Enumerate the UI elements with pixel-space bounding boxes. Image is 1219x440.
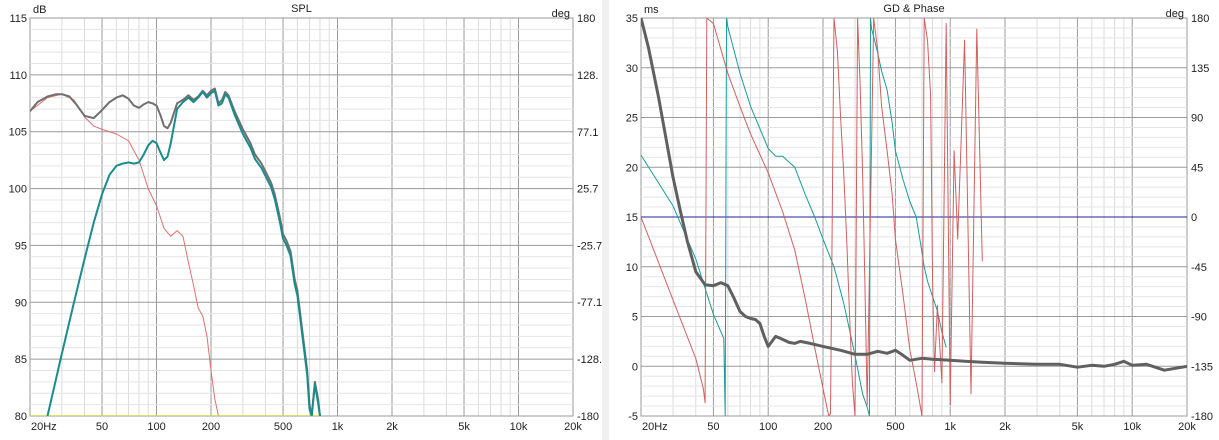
gd-series-group bbox=[641, 18, 1187, 416]
x-tick-label: 2k bbox=[999, 421, 1011, 433]
y2-tick-label: 45 bbox=[1191, 162, 1203, 174]
y2-tick-label: -77.1 bbox=[577, 297, 602, 309]
y2-tick-label: 180 bbox=[577, 13, 595, 25]
x-tick-label: 20k bbox=[1178, 421, 1196, 433]
gd-y2-unit-label: deg bbox=[1166, 8, 1184, 20]
x-tick-label: 20k bbox=[564, 421, 582, 433]
y2-tick-label: 0 bbox=[1191, 212, 1197, 224]
y-tick-label: 20 bbox=[626, 162, 638, 174]
y-tick-label: 35 bbox=[626, 13, 638, 25]
gd-y-unit-label: ms bbox=[644, 4, 659, 16]
y2-tick-label: -128. bbox=[577, 354, 602, 366]
spl-grid bbox=[29, 17, 574, 417]
y-tick-label: 115 bbox=[9, 13, 27, 25]
gd-phase-chart: 20Hz 50 100 200 500 1k 2k 5k 10k 20k3530252015105… bbox=[626, 3, 1213, 433]
spl-series-group bbox=[30, 87, 321, 416]
gd-series-line-2 bbox=[641, 18, 983, 416]
y2-tick-label: 25.7 bbox=[577, 184, 598, 196]
y2-tick-label: -90 bbox=[1191, 312, 1207, 324]
y2-tick-label: -135 bbox=[1191, 361, 1213, 373]
y-tick-label: -5 bbox=[628, 411, 638, 423]
spl-chart-panel: 20Hz 50 100 200 500 1k 2k 5k 10k 20k 115 110 105 100 9… bbox=[0, 0, 602, 440]
y-tick-label: 90 bbox=[15, 297, 27, 309]
x-tick-label: 5k bbox=[458, 421, 470, 433]
y-tick-label: 85 bbox=[15, 354, 27, 366]
y2-tick-label: 180 bbox=[1191, 13, 1209, 25]
x-tick-label: 1k bbox=[944, 421, 956, 433]
x-tick-label: 500 bbox=[274, 421, 292, 433]
y-tick-label: 25 bbox=[626, 113, 638, 125]
x-tick-label: 5k bbox=[1072, 421, 1084, 433]
y-tick-label: 110 bbox=[9, 70, 27, 82]
y2-tick-label: -180 bbox=[577, 411, 599, 423]
spl-plot-area bbox=[29, 17, 574, 417]
spl-series-line-0 bbox=[30, 93, 222, 416]
y2-tick-label: 90 bbox=[1191, 113, 1203, 125]
x-tick-label: 2k bbox=[386, 421, 398, 433]
x-tick-label: 50 bbox=[707, 421, 719, 433]
y-tick-label: 30 bbox=[626, 63, 638, 75]
x-tick-label: 100 bbox=[759, 421, 777, 433]
y2-tick-label: -180 bbox=[1191, 411, 1213, 423]
gd-chart-title: GD & Phase bbox=[883, 3, 944, 15]
x-tick-label: 10k bbox=[1123, 421, 1141, 433]
x-tick-label: 200 bbox=[814, 421, 832, 433]
y-tick-label: 15 bbox=[626, 212, 638, 224]
y2-tick-label: 128. bbox=[577, 70, 598, 82]
x-tick-label: 500 bbox=[886, 421, 904, 433]
y-tick-label: 95 bbox=[15, 240, 27, 252]
y-tick-label: 80 bbox=[15, 411, 27, 423]
y-tick-label: 105 bbox=[9, 127, 27, 139]
y2-tick-label: 77.1 bbox=[577, 127, 598, 139]
y2-tick-label: -45 bbox=[1191, 262, 1207, 274]
x-tick-label: 20Hz bbox=[642, 421, 668, 433]
y-tick-label: 0 bbox=[632, 361, 638, 373]
x-tick-label: 50 bbox=[96, 421, 108, 433]
x-tick-label: 200 bbox=[202, 421, 220, 433]
y-tick-label: 100 bbox=[9, 184, 27, 196]
gd-phase-chart-panel: 20Hz 50 100 200 500 1k 2k 5k 10k 20k 35 30 25 20 15 10 5… bbox=[609, 0, 1219, 440]
gd-series-line-3 bbox=[641, 18, 1187, 372]
x-tick-label: 100 bbox=[147, 421, 165, 433]
spl-y2-unit-label: deg bbox=[552, 8, 570, 20]
gd-series-line-1 bbox=[641, 18, 947, 416]
y-tick-label: 5 bbox=[632, 312, 638, 324]
spl-y-unit-label: dB bbox=[33, 4, 46, 16]
y-tick-label: 10 bbox=[626, 262, 638, 274]
spl-chart-title: SPL bbox=[291, 3, 312, 15]
spl-series-line-3 bbox=[46, 89, 321, 416]
y2-tick-label: -25.7 bbox=[577, 240, 602, 252]
spl-chart: 20Hz 50 100 200 500 1k 2k 5k 10k 20k 115 110 105 100 9… bbox=[9, 3, 602, 433]
x-tick-label: 20Hz bbox=[31, 421, 57, 433]
panel-divider bbox=[602, 0, 609, 440]
x-tick-label: 1k bbox=[332, 421, 344, 433]
x-tick-label: 10k bbox=[510, 421, 528, 433]
y2-tick-label: 135 bbox=[1191, 63, 1209, 75]
